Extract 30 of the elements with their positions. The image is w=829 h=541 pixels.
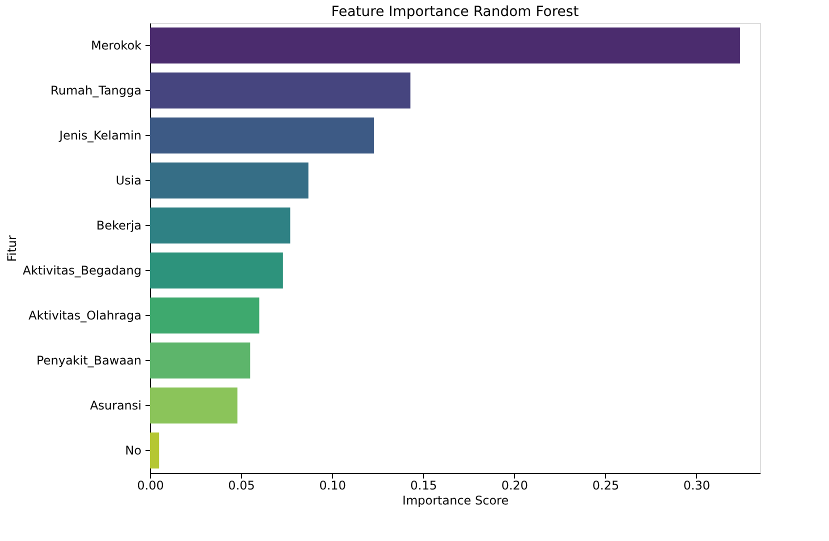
y-tick-label: No (125, 444, 142, 458)
x-tick-label: 0.15 (410, 478, 437, 492)
y-tick-label: Aktivitas_Olahraga (28, 308, 142, 322)
y-tick-label: Usia (116, 174, 142, 188)
y-tick-label: Bekerja (96, 218, 142, 232)
y-axis-title: Fitur (4, 235, 19, 262)
x-tick-label: 0.10 (319, 478, 346, 492)
x-tick-label: 0.20 (501, 478, 528, 492)
bar (150, 208, 290, 244)
chart-title: Feature Importance Random Forest (331, 4, 580, 20)
x-axis-title: Importance Score (402, 494, 509, 508)
y-tick-label: Merokok (90, 38, 142, 52)
bar (150, 162, 308, 198)
y-tick-label: Asuransi (90, 398, 142, 412)
y-tick-label: Jenis_Kelamin (58, 128, 142, 142)
bar (150, 118, 374, 154)
bar (150, 72, 410, 108)
x-tick-label: 0.25 (592, 478, 620, 492)
y-tick-label: Penyakit_Bawaan (36, 354, 142, 368)
bar (150, 388, 238, 424)
y-tick-label: Aktivitas_Begadang (22, 264, 142, 278)
bar (150, 342, 250, 378)
bar (150, 432, 160, 468)
x-tick-label: 0.30 (683, 478, 710, 492)
y-tick-label: Rumah_Tangga (50, 84, 142, 98)
bar (150, 28, 740, 64)
x-tick-label: 0.05 (228, 478, 255, 492)
x-tick-label: 0.00 (137, 478, 164, 492)
bar (150, 252, 283, 288)
bar (150, 298, 260, 334)
